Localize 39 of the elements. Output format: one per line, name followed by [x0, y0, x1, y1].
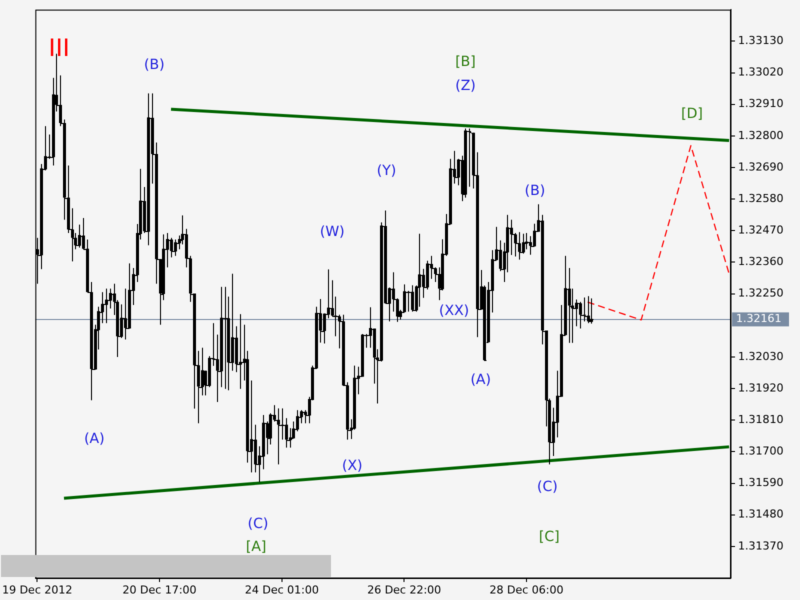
y-tick-label: 1.33130 [738, 34, 784, 48]
annotation: (A) [470, 372, 491, 388]
y-tick-label: 1.32250 [738, 286, 784, 300]
annotation: (B) [144, 57, 165, 74]
y-tick-label: 1.31810 [738, 412, 784, 426]
y-tick-label: 1.33020 [738, 66, 784, 79]
x-tick-label: 24 Dec 01:00 [244, 583, 319, 596]
line-series [587, 145, 730, 321]
x-tick-label: 19 Dec 2012 [2, 583, 72, 596]
x-tick-label: 26 Dec 22:00 [367, 583, 442, 596]
y-tick-label: 1.32030 [738, 350, 784, 363]
annotation: (C) [248, 516, 268, 532]
annotation: (A) [84, 431, 105, 448]
x-tick-label: 20 Dec 17:00 [122, 583, 197, 596]
annotation: (X) [342, 458, 362, 474]
annotation: [C] [538, 529, 560, 546]
y-tick-label: 1.31920 [738, 381, 784, 394]
annotation: (B) [524, 183, 546, 200]
y-tick-label: 1.32580 [738, 192, 784, 205]
annotation: (Z) [455, 78, 476, 94]
annotation: [A] [246, 539, 266, 556]
annotation: (C) [536, 479, 558, 496]
annotation: (XX) [439, 303, 470, 320]
x-tick-label: 28 Dec 06:00 [490, 583, 564, 596]
y-tick-label: 1.31700 [738, 444, 784, 458]
ref-line-label: 1.32161 [736, 312, 782, 326]
y-tick-label: 1.32800 [738, 128, 784, 142]
annotation: [D] [681, 106, 703, 122]
y-tick-label: 1.31590 [738, 476, 784, 490]
y-tick-label: 1.32690 [738, 160, 784, 174]
y-tick-label: 1.32360 [738, 255, 784, 268]
annotation: (W) [320, 224, 345, 240]
y-tick-label: 1.32910 [738, 97, 784, 110]
y-tick-label: 1.31370 [738, 539, 784, 552]
annotation: (Y) [376, 163, 396, 180]
y-tick-label: 1.32470 [738, 224, 784, 237]
annotation: [B] [455, 54, 476, 70]
y-tick-label: 1.31480 [738, 508, 784, 521]
annotation: III [48, 34, 70, 62]
